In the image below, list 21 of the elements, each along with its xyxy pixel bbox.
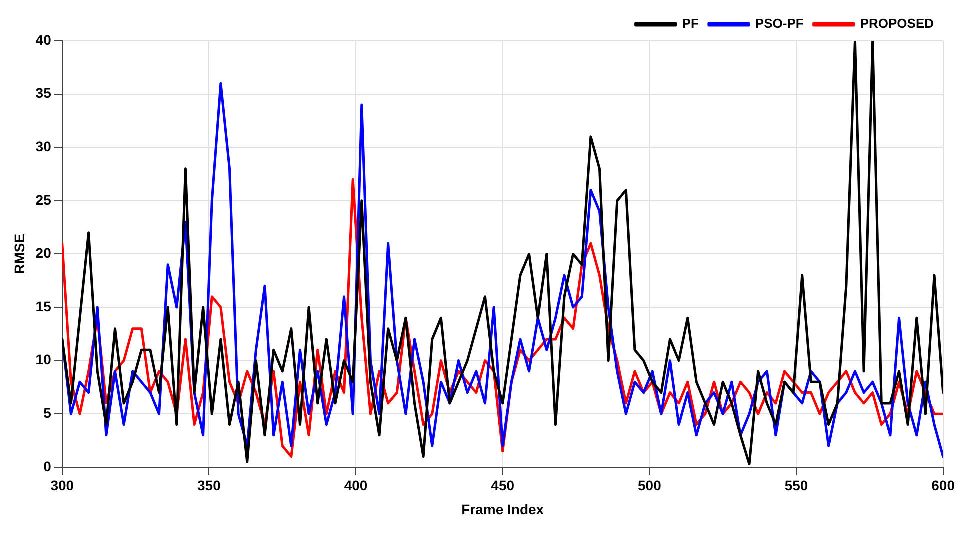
legend-label: PSO-PF xyxy=(755,16,804,32)
legend-label: PROPOSED xyxy=(860,16,934,32)
y-tick-label: 10 xyxy=(36,352,52,368)
y-tick-label: 20 xyxy=(36,245,52,262)
x-tick-label: 600 xyxy=(932,478,956,494)
y-tick-label: 25 xyxy=(36,192,52,208)
legend-label: PF xyxy=(682,16,699,32)
y-tick-label: 30 xyxy=(36,138,52,154)
y-tick-label: 15 xyxy=(36,298,52,314)
x-tick-label: 550 xyxy=(784,478,808,494)
y-tick-label: 40 xyxy=(36,32,52,48)
y-tick-label: 0 xyxy=(44,458,52,474)
x-tick-label: 450 xyxy=(491,478,515,494)
y-tick-label: 5 xyxy=(44,404,52,421)
x-tick-label: 500 xyxy=(638,478,662,494)
x-tick-label: 400 xyxy=(344,478,368,494)
x-axis-title: Frame Index xyxy=(462,501,544,518)
y-axis-title: RMSE xyxy=(11,234,28,274)
y-tick-label: 35 xyxy=(36,85,52,102)
x-tick-label: 350 xyxy=(198,478,222,494)
x-tick-label: 300 xyxy=(50,478,74,494)
